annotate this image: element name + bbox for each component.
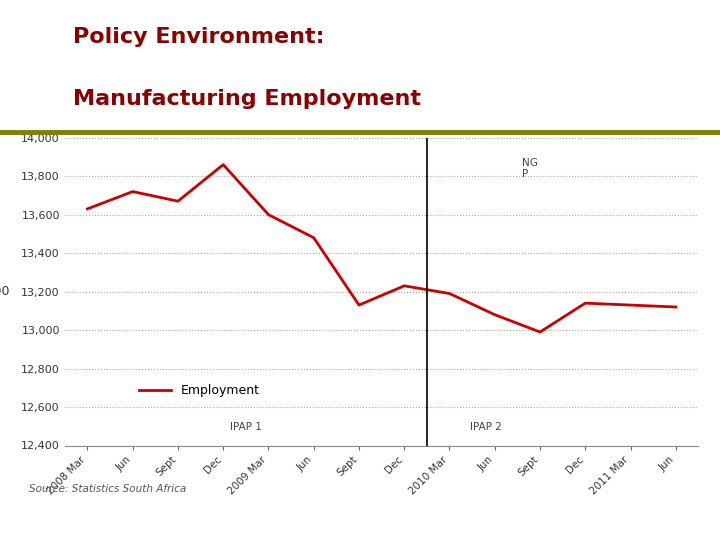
Text: IPAP 1: IPAP 1 [230, 422, 262, 432]
Legend: Employment: Employment [135, 379, 265, 402]
Text: Source: Statistics South Africa: Source: Statistics South Africa [29, 484, 186, 494]
Text: Slide # 13: Slide # 13 [324, 514, 396, 528]
Text: P: P [522, 169, 528, 179]
Text: IPAP 2: IPAP 2 [469, 422, 502, 432]
Text: Manufacturing Employment: Manufacturing Employment [73, 89, 420, 109]
Y-axis label: '000: '000 [0, 285, 10, 298]
Text: NG: NG [522, 158, 538, 168]
Text: Policy Environment:: Policy Environment: [73, 27, 324, 47]
